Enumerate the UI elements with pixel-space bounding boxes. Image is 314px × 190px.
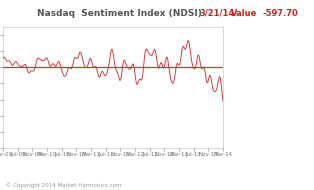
- Text: © Copyright 2014 Market-Harmonics.com: © Copyright 2014 Market-Harmonics.com: [6, 182, 122, 188]
- Text: -597.70: -597.70: [262, 9, 298, 17]
- Text: Value: Value: [231, 9, 257, 17]
- Text: 3/21/14: 3/21/14: [199, 9, 235, 17]
- Text: Nasdaq  Sentiment Index (NDSI): Nasdaq Sentiment Index (NDSI): [37, 9, 202, 17]
